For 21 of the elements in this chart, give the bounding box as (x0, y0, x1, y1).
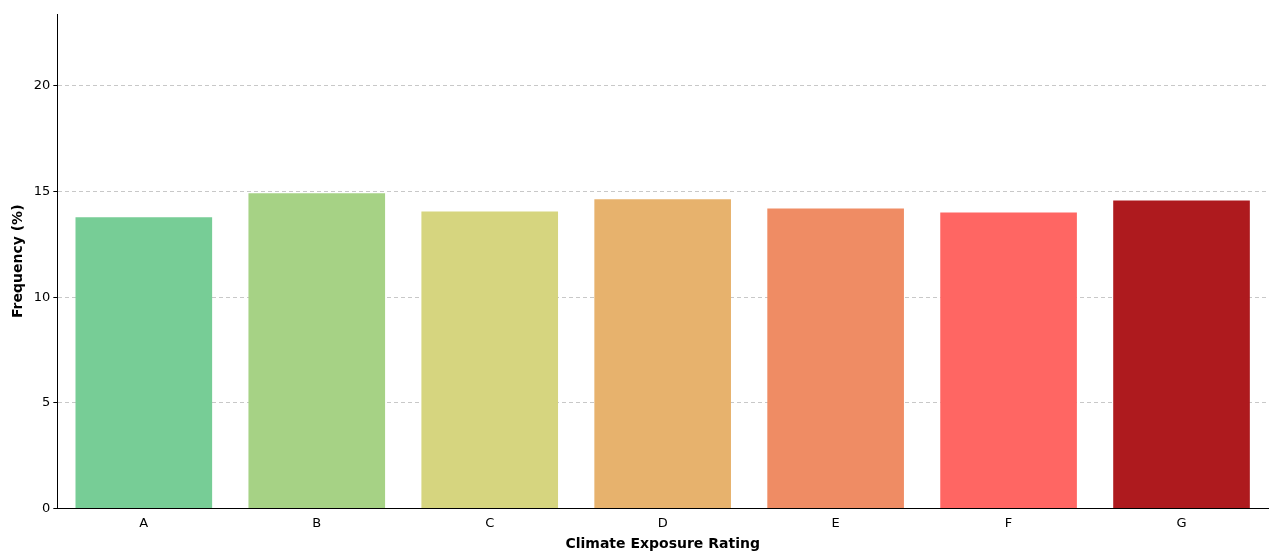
x-tick-label: F (1004, 514, 1013, 530)
y-tick-label: 20 (33, 77, 51, 93)
x-tick-label: C (485, 514, 495, 530)
x-tick-label: B (312, 514, 322, 530)
x-tick-label: D (657, 514, 668, 530)
bar (594, 199, 731, 509)
y-tick-label: 15 (33, 182, 51, 198)
bar (248, 193, 386, 509)
x-tick-label: G (1176, 514, 1187, 530)
y-axis-title: Frequency (%) (9, 204, 26, 319)
y-tick-label: 0 (42, 499, 51, 515)
x-tick-label: E (831, 514, 840, 530)
bar (75, 217, 213, 509)
bar (421, 211, 559, 509)
y-tick-label: 10 (33, 288, 51, 304)
y-tick-label: 5 (42, 394, 51, 410)
x-tick-label: A (139, 514, 149, 530)
bar (1113, 200, 1250, 509)
bar (767, 208, 904, 509)
x-axis-title: Climate Exposure Rating (565, 535, 760, 552)
bar (940, 212, 1077, 509)
